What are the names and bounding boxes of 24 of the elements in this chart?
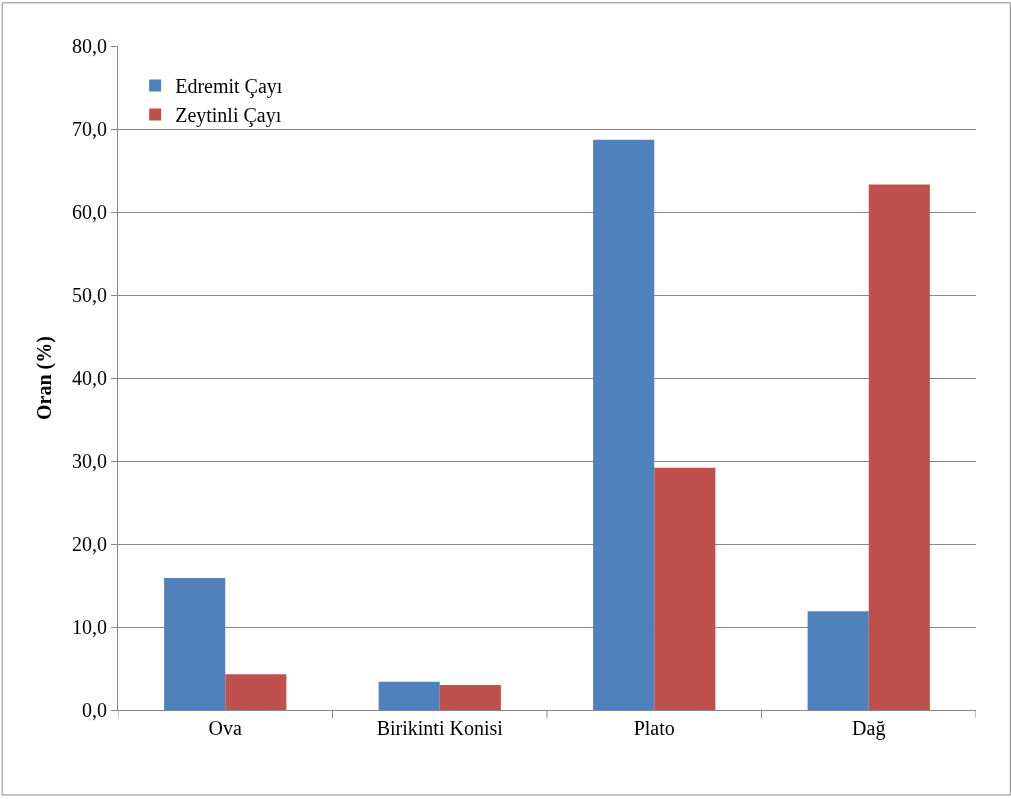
x-tick-label: Birikinti Konisi [376, 717, 504, 739]
y-tick-label: 70,0 [72, 118, 107, 140]
y-tick-label: 80,0 [72, 35, 107, 57]
y-tick-label: 20,0 [72, 533, 107, 555]
bar [868, 184, 930, 710]
bar [225, 674, 287, 710]
y-tick-label: 0,0 [82, 699, 107, 721]
y-axis-title: Oran (%) [32, 336, 56, 420]
y-tick-label: 40,0 [72, 367, 107, 389]
x-tick-label: Plato [633, 717, 675, 739]
bar [593, 139, 655, 710]
legend-label: Zeytinli Çayı [175, 104, 282, 128]
x-tick-label: Dağ [852, 717, 886, 740]
x-tick-label: Ova [208, 717, 243, 739]
bar [439, 685, 501, 710]
bar [378, 681, 440, 710]
y-tick-label: 10,0 [72, 616, 107, 638]
y-tick-label: 50,0 [72, 284, 107, 306]
y-tick-label: 30,0 [72, 450, 107, 472]
bar [654, 467, 716, 710]
legend-label: Edremit Çayı [175, 75, 283, 99]
bar [164, 578, 226, 710]
y-tick-label: 60,0 [72, 201, 107, 223]
bar [807, 611, 869, 710]
